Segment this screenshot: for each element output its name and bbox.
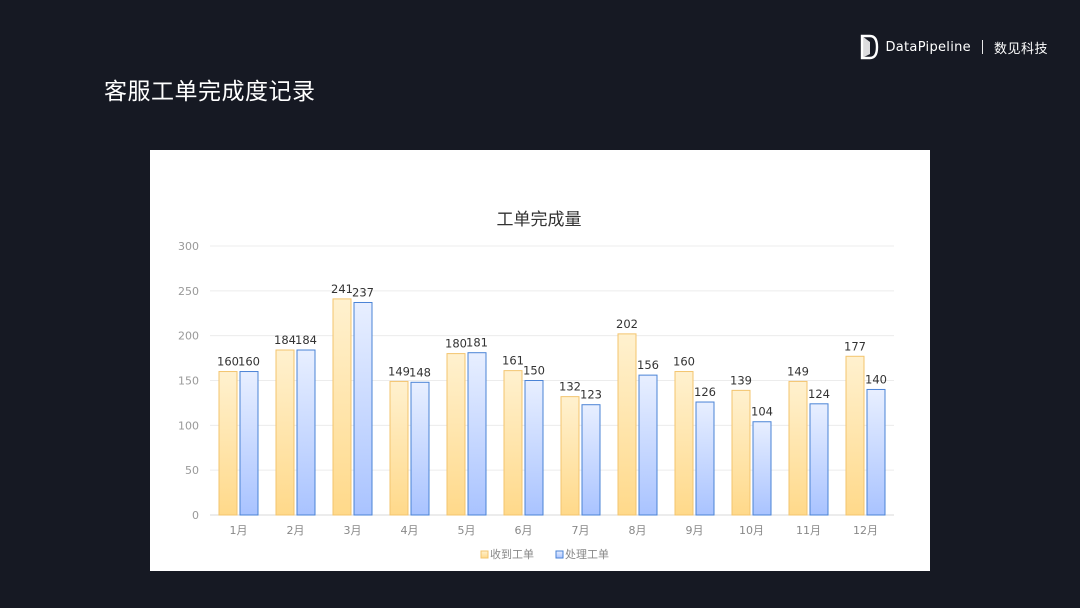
- legend-swatch: [555, 550, 564, 559]
- bar-received: [332, 298, 352, 516]
- bar-value-label: 124: [808, 387, 830, 401]
- bar-received: [389, 380, 409, 516]
- y-tick-label: 300: [178, 240, 199, 253]
- y-tick-label: 250: [178, 285, 199, 298]
- bar-value-label: 177: [844, 339, 866, 353]
- bar-received: [275, 349, 295, 516]
- bar-received: [788, 380, 808, 516]
- bar-value-label: 104: [751, 405, 773, 419]
- bar-value-label: 180: [445, 337, 467, 351]
- bar-value-label: 181: [466, 336, 488, 350]
- bar-value-label: 184: [295, 333, 317, 347]
- bar-received: [446, 353, 466, 516]
- bar-value-label: 140: [865, 372, 887, 386]
- bar-value-label: 161: [502, 354, 524, 368]
- x-tick-label: 2月: [287, 524, 305, 537]
- bar-received: [674, 371, 694, 516]
- y-tick-label: 150: [178, 375, 199, 388]
- bar-processed: [809, 403, 829, 516]
- legend-label: 收到工单: [490, 547, 534, 561]
- bar-received: [218, 371, 238, 516]
- bar-processed: [296, 349, 316, 516]
- x-tick-label: 7月: [572, 524, 590, 537]
- bar-processed: [752, 421, 772, 516]
- datapipeline-logo-icon: [861, 34, 879, 60]
- bar-processed: [524, 380, 544, 516]
- bar-processed: [467, 352, 487, 516]
- bar-value-label: 132: [559, 380, 581, 394]
- bar-processed: [353, 301, 373, 516]
- x-tick-label: 9月: [686, 524, 704, 537]
- y-tick-label: 0: [192, 509, 199, 522]
- bar-received: [560, 396, 580, 516]
- x-tick-label: 11月: [796, 524, 821, 537]
- bar-value-label: 156: [637, 358, 659, 372]
- legend-label: 处理工单: [565, 548, 609, 561]
- bar-value-label: 123: [580, 388, 602, 402]
- x-tick-label: 12月: [853, 524, 878, 537]
- chart-card: 工单完成量 0 50 100 150 200 250 300 160 160 184 184 241…: [150, 150, 930, 571]
- legend-swatch: [480, 550, 489, 559]
- bar-value-label: 237: [352, 285, 374, 299]
- bar-received: [731, 389, 751, 516]
- bar-value-label: 148: [409, 365, 431, 379]
- bar-value-label: 150: [523, 364, 545, 378]
- bar-value-label: 126: [694, 385, 716, 399]
- chart-legend: 收到工单 处理工单: [480, 547, 609, 561]
- bar-processed: [581, 404, 601, 516]
- bar-received: [503, 370, 523, 516]
- bar-value-label: 241: [331, 282, 353, 296]
- y-tick-label: 50: [185, 464, 199, 477]
- bar-value-label: 160: [217, 355, 239, 369]
- x-tick-label: 1月: [230, 524, 248, 537]
- bar-received: [617, 333, 637, 516]
- bar-processed: [866, 388, 886, 516]
- y-tick-label: 200: [178, 330, 199, 343]
- x-tick-label: 8月: [629, 524, 647, 537]
- bar-processed: [695, 401, 715, 516]
- x-tick-label: 4月: [401, 524, 419, 537]
- bar-value-label: 160: [673, 355, 695, 369]
- slide-title: 客服工单完成度记录: [104, 79, 316, 105]
- bar-received: [845, 355, 865, 516]
- bar-processed: [410, 381, 430, 516]
- bar-value-label: 184: [274, 333, 296, 347]
- chart-title: 工单完成量: [497, 210, 582, 230]
- bar-value-label: 139: [730, 373, 752, 387]
- bar-processed: [239, 371, 259, 516]
- brand: DataPipeline 数见科技: [859, 34, 1048, 60]
- x-tick-label: 3月: [344, 524, 362, 537]
- bar-processed: [638, 374, 658, 516]
- bar-value-label: 149: [787, 364, 809, 378]
- brand-name: DataPipeline: [885, 39, 971, 55]
- bar-value-label: 202: [616, 317, 638, 331]
- bar-value-label: 149: [388, 364, 410, 378]
- brand-divider: [981, 40, 983, 54]
- x-tick-label: 10月: [739, 524, 764, 537]
- x-tick-label: 6月: [515, 524, 533, 537]
- brand-cn-name: 数见科技: [993, 41, 1048, 57]
- x-tick-label: 5月: [458, 524, 476, 537]
- bar-value-label: 160: [238, 355, 260, 369]
- y-tick-label: 100: [178, 419, 199, 432]
